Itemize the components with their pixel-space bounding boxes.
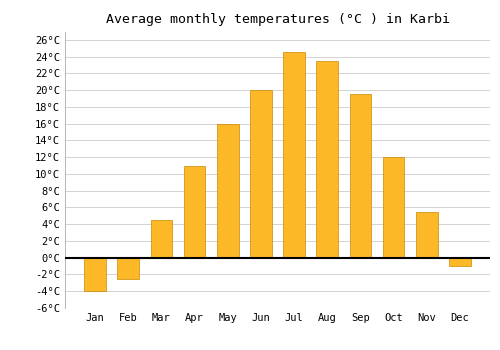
Bar xyxy=(184,166,206,258)
Bar xyxy=(383,157,404,258)
Bar xyxy=(118,258,139,279)
Bar xyxy=(350,94,371,258)
Bar xyxy=(250,90,272,258)
Bar xyxy=(284,52,305,258)
Bar xyxy=(316,61,338,258)
Title: Average monthly temperatures (°C ) in Karbi: Average monthly temperatures (°C ) in Ka… xyxy=(106,13,450,26)
Bar xyxy=(449,258,470,266)
Bar xyxy=(150,220,172,258)
Bar xyxy=(416,212,438,258)
Bar xyxy=(84,258,106,291)
Bar xyxy=(217,124,238,258)
